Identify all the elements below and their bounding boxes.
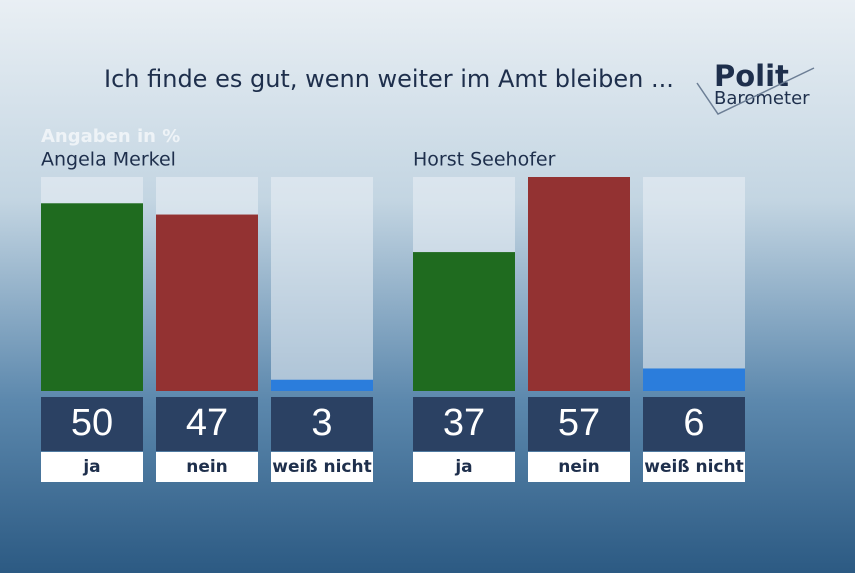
logo-check (696, 67, 815, 115)
bar (528, 177, 630, 391)
category-label: ja (454, 457, 472, 477)
value-label: 50 (71, 402, 113, 444)
category-label: weiß nicht (644, 457, 743, 477)
subtitle: Angaben in % (41, 126, 180, 147)
category-box (528, 452, 630, 482)
logo: Polit Barometer (696, 59, 815, 115)
category-box (41, 452, 143, 482)
chart-title: Ich finde es gut, wenn weiter im Amt ble… (104, 65, 674, 93)
value-label: 47 (186, 402, 228, 444)
category-label: nein (558, 457, 600, 477)
category-label: nein (186, 457, 228, 477)
panel-title: Horst Seehofer (413, 149, 556, 171)
logo-text: Barometer (714, 88, 810, 109)
category-box (271, 452, 373, 482)
value-label: 3 (311, 402, 332, 444)
bar (41, 203, 143, 391)
category-box (413, 452, 515, 482)
category-box (643, 452, 745, 482)
value-box (643, 397, 745, 451)
panel-title: Angela Merkel (41, 149, 176, 171)
value-box (413, 397, 515, 451)
value-label: 37 (443, 402, 485, 444)
category-box (156, 452, 258, 482)
bar-track (643, 177, 745, 391)
value-box (271, 397, 373, 451)
value-label: 6 (683, 402, 704, 444)
category-label: weiß nicht (272, 457, 371, 477)
bar (156, 214, 258, 391)
value-label: 57 (558, 402, 600, 444)
bar (413, 252, 515, 391)
value-box (156, 397, 258, 451)
logo-text: Polit (714, 59, 789, 93)
bar-track (271, 177, 373, 391)
value-box (528, 397, 630, 451)
value-box (41, 397, 143, 451)
bar (643, 368, 745, 391)
bar (271, 379, 373, 391)
category-label: ja (82, 457, 100, 477)
